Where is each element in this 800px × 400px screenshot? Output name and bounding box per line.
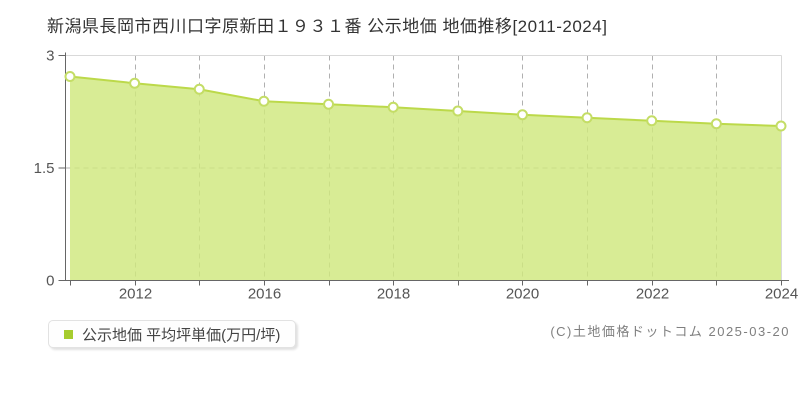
data-point-marker (775, 120, 787, 132)
copyright-text: (C)土地価格ドットコム 2025-03-20 (550, 324, 790, 339)
data-point-marker (452, 105, 464, 117)
x-tick-label: 2024 (765, 286, 798, 303)
x-tick-label: 2020 (506, 286, 539, 303)
y-tick-label: 3 (46, 48, 54, 65)
page-title: 新潟県長岡市西川口字原新田１９３１番 公示地価 地価推移[2011-2024] (47, 17, 608, 36)
x-tick-label: 2016 (248, 286, 281, 303)
data-point-marker (129, 77, 141, 89)
legend: 公示地価 平均坪単価(万円/坪) (48, 320, 297, 348)
x-tick-label: 2022 (636, 286, 669, 303)
data-point-marker (387, 101, 399, 113)
data-point-marker (646, 115, 658, 127)
y-tick-label: 0 (46, 273, 54, 290)
series-line (69, 75, 782, 127)
x-tick-label: 2018 (377, 286, 410, 303)
data-point-marker (516, 109, 528, 121)
data-point-marker (323, 98, 335, 110)
data-point-marker (193, 83, 205, 95)
data-point-marker (64, 71, 76, 82)
data-point-marker (581, 112, 593, 124)
data-point-marker (258, 95, 270, 107)
x-tick-label: 2012 (119, 286, 152, 303)
legend-label: 公示地価 平均坪単価(万円/坪) (82, 326, 281, 344)
legend-marker-swatch (64, 329, 73, 339)
data-point-marker (710, 118, 722, 130)
area-fill (70, 76, 781, 281)
y-tick-label: 1.5 (34, 160, 55, 177)
